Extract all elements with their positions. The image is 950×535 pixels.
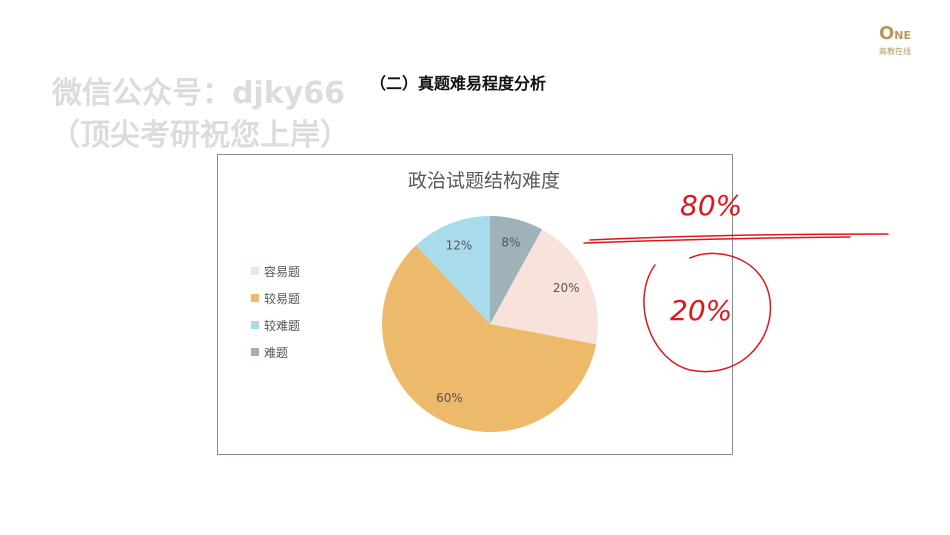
brand-logo: ONE 高教在线 [870, 24, 920, 57]
legend-label: 较难题 [264, 318, 300, 333]
pie-slice-较难题 [416, 216, 490, 324]
legend-swatch [251, 348, 259, 356]
pie-slice-容易题 [490, 229, 598, 345]
data-label: 8% [501, 235, 520, 249]
chart-title: 政治试题结构难度 [408, 170, 560, 192]
legend-label: 容易题 [264, 264, 300, 279]
section-heading: （二）真题难易程度分析 [370, 74, 547, 93]
pie-slice-难题 [490, 216, 543, 324]
data-label: 20% [553, 281, 580, 295]
legend-swatch [251, 294, 259, 302]
logo-mark: ONE [878, 23, 912, 44]
legend-swatch [251, 321, 259, 329]
legend-swatch [251, 267, 259, 275]
watermark-line1: 微信公众号：djky66 [52, 76, 346, 111]
legend-label: 难题 [264, 346, 288, 360]
logo-text: 高教在线 [879, 47, 911, 56]
chart-frame: 政治试题结构难度 8% 20% 60% 12% 容易题较易题较难题难题 [217, 154, 733, 455]
data-label: 12% [446, 239, 473, 253]
watermark-line2: （顶尖考研祝您上岸） [50, 118, 350, 153]
pie-slice-较易题 [382, 245, 597, 432]
data-label: 60% [436, 391, 463, 405]
legend-label: 较易题 [264, 291, 300, 306]
